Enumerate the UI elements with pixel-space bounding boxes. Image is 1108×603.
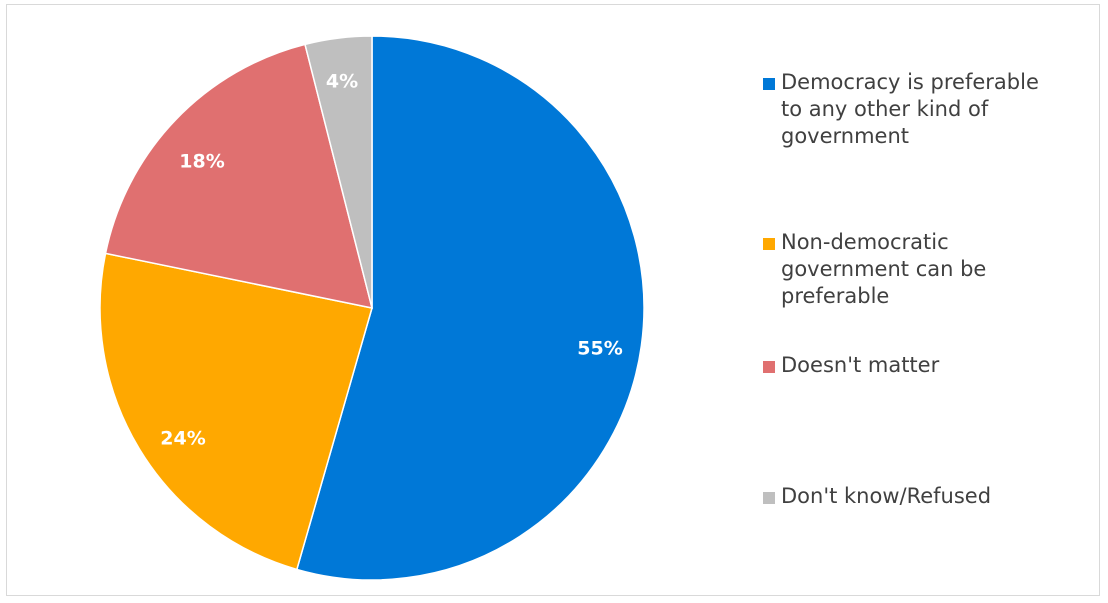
- pie-slice-non-democratic-government-can-be-preferable: [99, 252, 373, 571]
- pie-slice-don-t-know-refused: [304, 35, 373, 309]
- legend-item-democracy-preferable: Democracy is preferable to any other kin…: [763, 69, 1101, 150]
- legend-swatch: [763, 492, 775, 504]
- legend-label: Don't know/Refused: [781, 484, 992, 508]
- pie-data-labels: 55% 24% 18% 4%: [160, 71, 622, 450]
- data-label-doesn-t-matter: 18%: [179, 151, 224, 173]
- pie-slices: [99, 35, 645, 581]
- data-label-democracy-is-preferable-to-any-other-kind-of-government: 55%: [577, 338, 622, 360]
- legend-item-doesnt-matter: Doesn't matter: [763, 352, 1101, 379]
- legend-label: Non-democratic government can be prefera…: [781, 230, 987, 308]
- data-label-non-democratic-government-can-be-preferable: 24%: [160, 428, 205, 450]
- legend-label: Democracy is preferable to any other kin…: [781, 70, 1039, 148]
- legend-swatch: [763, 361, 775, 373]
- pie-slice-doesn-t-matter: [104, 43, 374, 309]
- legend-item-non-democratic: Non-democratic government can be prefera…: [763, 229, 1101, 310]
- pie-chart: 55% 24% 18% 4%: [99, 35, 645, 581]
- legend-swatch: [763, 78, 775, 90]
- pie-slice-democracy-is-preferable-to-any-other-kind-of-government: [295, 35, 645, 581]
- chart-frame: 55% 24% 18% 4% Democracy is preferable to a…: [6, 4, 1100, 596]
- legend-swatch: [763, 238, 775, 250]
- data-label-don-t-know-refused: 4%: [326, 71, 358, 93]
- legend-label: Doesn't matter: [781, 353, 940, 377]
- legend-item-dont-know-refused: Don't know/Refused: [763, 483, 1101, 510]
